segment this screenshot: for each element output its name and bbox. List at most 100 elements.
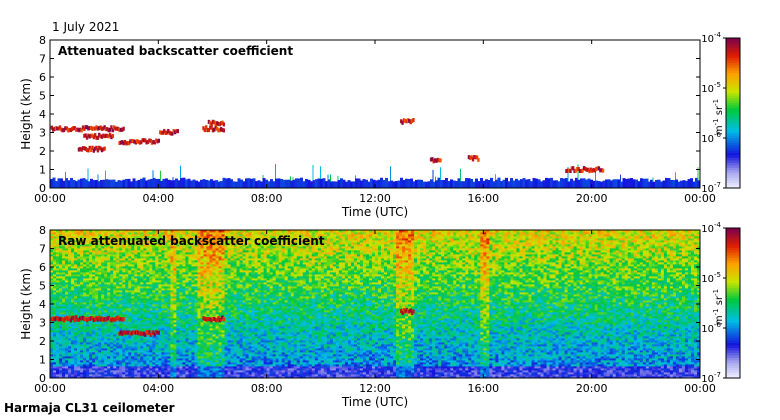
colorbar-cell [726,118,740,121]
cell [95,324,99,327]
colorbar-cell [726,153,740,156]
cell [140,282,144,285]
cloud-mark [50,125,54,130]
surface-cell [115,181,118,188]
cell [128,356,132,359]
colorbar-cell [726,165,740,169]
cell [113,374,117,377]
surface-cell [497,177,501,188]
cell [65,230,69,233]
cell [86,364,90,367]
cell [59,312,63,315]
cell [116,340,120,343]
cell [80,296,84,299]
cell [152,248,156,251]
cell [110,294,114,297]
surface-cell [317,178,321,188]
cell [149,294,153,297]
surface-cell [142,177,146,188]
cell [137,250,141,253]
cell [62,260,66,263]
cloud-mark [400,119,403,124]
cloud-mark [89,148,93,153]
surface-cell [407,178,411,188]
cell [155,364,159,367]
cell [53,242,57,245]
cell [131,288,135,291]
surface-cell [222,177,226,188]
cell [167,318,171,321]
cell [77,272,81,275]
cell [155,354,159,357]
cell [62,308,66,311]
cell [137,268,141,271]
cell [53,252,57,255]
cell [65,350,69,353]
cloud-mark [61,128,64,133]
cell [149,376,153,379]
cell [68,234,72,237]
cell [152,260,156,263]
cell [53,284,57,287]
cell [86,312,90,315]
cell [89,376,93,379]
cell [101,322,105,325]
cloud-mark [408,118,411,123]
cell [140,318,144,321]
cloud-mark [436,157,439,162]
cell [167,314,171,317]
surface-cell [345,181,348,188]
cell [98,312,102,315]
cell [50,280,54,283]
cell [50,376,54,379]
cell [95,326,99,329]
cell [164,274,168,277]
cell [89,292,93,295]
cell [68,244,72,247]
cell [137,362,141,365]
cell [86,288,90,291]
cloud-mark [98,145,101,150]
cell [83,252,87,255]
cell [158,354,162,357]
cell [143,366,147,369]
cell [71,354,75,357]
cloud-mark [110,125,113,130]
cell [164,294,168,297]
cell [56,260,60,263]
cell [98,300,102,303]
surface-cell [320,178,323,188]
cell [101,242,105,245]
cell [119,366,123,369]
cell [95,286,99,289]
cell [143,262,147,265]
cell [128,324,132,327]
cell [155,334,159,337]
cell [56,336,60,339]
cell [68,314,72,317]
cell [149,314,153,317]
cell [125,334,129,337]
cell [68,268,72,271]
cell [86,230,90,233]
cell [59,326,63,329]
cell [98,364,102,367]
cell [110,278,114,281]
cell [74,342,78,345]
cell [92,352,96,355]
cell [131,364,135,367]
cell [71,262,75,265]
cell [155,304,159,307]
cell [53,324,57,327]
cell [56,292,60,295]
cell [104,332,108,335]
colorbar-frame [725,37,741,189]
cloud-mark [207,119,211,124]
cell [155,268,159,271]
cell [107,314,111,317]
cell [143,258,147,261]
cell [74,296,78,299]
cell [143,360,147,363]
cell [107,324,111,327]
